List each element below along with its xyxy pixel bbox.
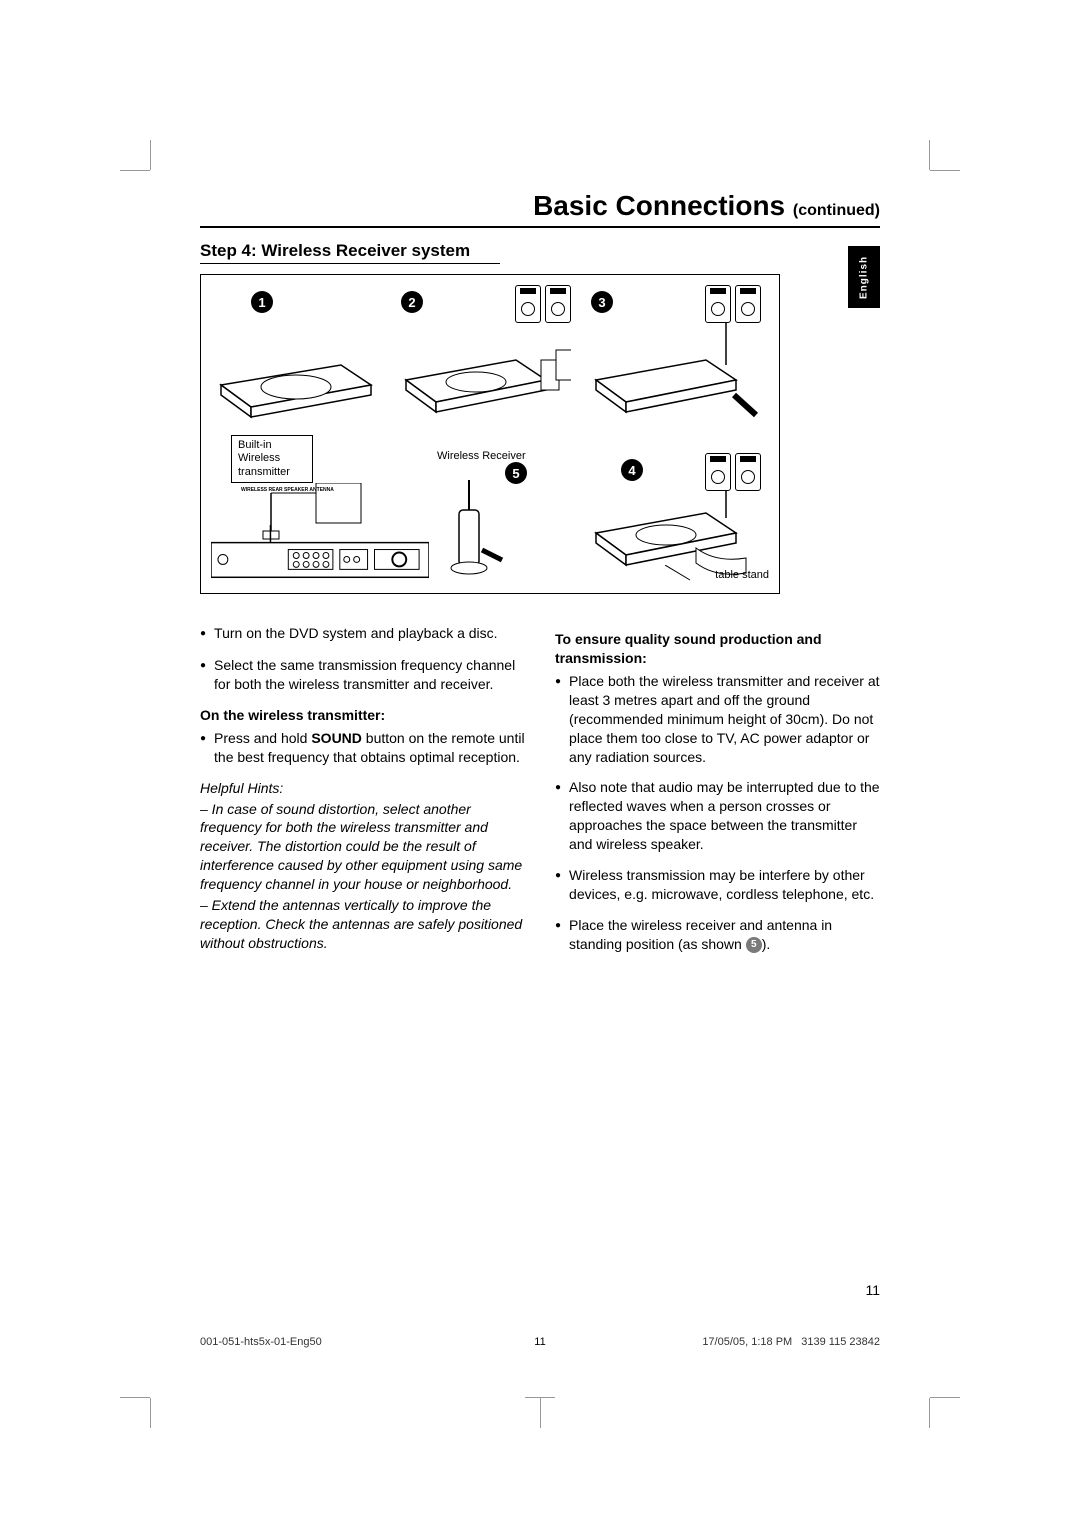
hint-2: – Extend the antennas vertically to impr…: [200, 897, 522, 951]
right-bullet-1: Place both the wireless transmitter and …: [555, 672, 880, 766]
step-label: Step 4:: [200, 241, 261, 260]
receiver-label-group: Wireless Receiver 5: [437, 450, 537, 463]
diagram-panel-4: 4: [591, 453, 761, 583]
speaker-rear-l-icon: [705, 285, 731, 323]
helpful-hints: Helpful Hints: – In case of sound distor…: [200, 779, 525, 953]
title-text: Basic Connections: [533, 190, 785, 221]
transmitter-label: Built-in Wireless transmitter: [231, 435, 313, 483]
content-columns: Turn on the DVD system and playback a di…: [200, 624, 880, 965]
main-unit-rear-panel: [211, 525, 429, 585]
crop-mark-tr: [910, 150, 950, 190]
right-bullet-2: Also note that audio may be interrupted …: [555, 778, 880, 854]
leader-line-icon: [665, 565, 715, 585]
diagram-panel-3: 3: [591, 285, 761, 425]
title-continued: (continued): [793, 202, 880, 219]
footer-page-mid: 11: [534, 1336, 545, 1348]
right-bullet-4: Place the wireless receiver and antenna …: [555, 916, 880, 954]
left-column: Turn on the DVD system and playback a di…: [200, 624, 525, 965]
left-bullet-1: Turn on the DVD system and playback a di…: [200, 624, 525, 644]
step-heading: Step 4: Wireless Receiver system: [200, 240, 500, 264]
speaker-rear-r-icon: [735, 453, 761, 491]
page-title: Basic Connections (continued): [200, 190, 880, 228]
hints-title: Helpful Hints:: [200, 780, 283, 796]
page-number: 11: [865, 1282, 880, 1298]
crop-mark-tl: [130, 150, 170, 190]
right-column: To ensure quality sound production and t…: [555, 624, 880, 965]
right-subheading: To ensure quality sound production and t…: [555, 630, 880, 668]
left-bullet-2: Select the same transmission frequency c…: [200, 656, 525, 694]
footer-filename: 001-051-hts5x-01-Eng50: [200, 1336, 322, 1348]
receiver-label: Wireless Receiver: [437, 450, 537, 463]
hint-1: – In case of sound distortion, select an…: [200, 801, 522, 893]
speaker-rear-r-icon: [545, 285, 571, 323]
diagram-panel-2: 2: [401, 285, 571, 425]
rear-speakers-4: [705, 453, 761, 491]
left-subheading: On the wireless transmitter:: [200, 706, 525, 725]
step-circle-5: 5: [505, 462, 527, 484]
rear-speakers-2: [515, 285, 571, 323]
rear-panel-icon: [211, 525, 429, 585]
page: Basic Connections (continued) English St…: [200, 190, 880, 1348]
antenna-tiny-label: WIRELESS REAR SPEAKER ANTENNA: [241, 487, 334, 493]
speaker-rear-l-icon: [705, 453, 731, 491]
crop-mark-bl: [130, 1378, 170, 1418]
language-tab: English: [848, 246, 880, 308]
inline-step-circle: 5: [746, 937, 762, 953]
left-bullet-3: Press and hold SOUND button on the remot…: [200, 729, 525, 767]
speaker-rear-l-icon: [515, 285, 541, 323]
crop-mark-br: [910, 1378, 950, 1418]
speaker-rear-r-icon: [735, 285, 761, 323]
wireless-receiver-icon: [447, 480, 507, 580]
table-stand-label: table stand: [665, 565, 769, 585]
right-bullet-3: Wireless transmission may be interfere b…: [555, 866, 880, 904]
table-stand-text: table stand: [715, 569, 769, 581]
dvd-system-icon: [211, 285, 381, 425]
footer-right: 17/05/05, 1:18 PM 3139 115 23842: [702, 1336, 880, 1348]
crop-mark-bc: [520, 1378, 560, 1418]
step-name: Wireless Receiver system: [261, 241, 470, 260]
rear-speakers-3: [705, 285, 761, 323]
diagram-panel-1: 1: [211, 285, 381, 425]
wireless-diagram: 1 2: [200, 274, 780, 594]
